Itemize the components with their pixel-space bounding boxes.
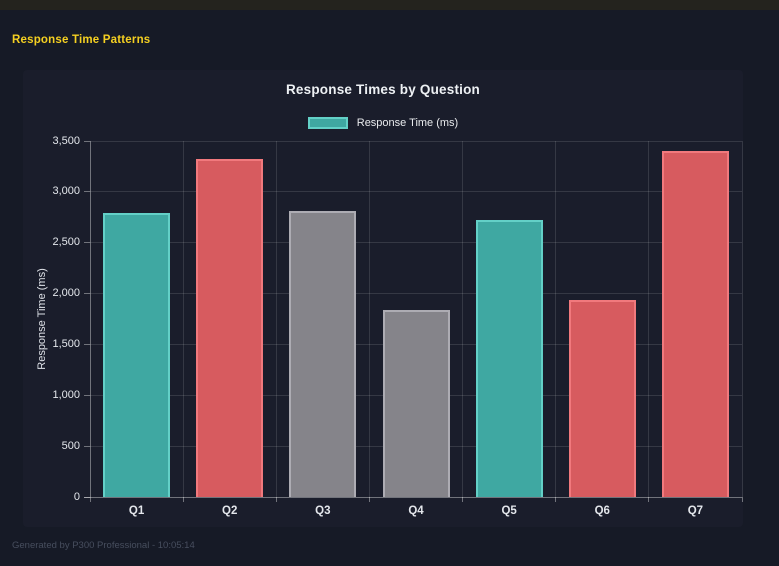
bar-q2	[196, 159, 264, 497]
x-gridline	[275, 141, 277, 497]
x-gridline	[368, 141, 370, 497]
x-tick-label: Q7	[687, 505, 704, 517]
y-axis-tick	[84, 394, 90, 396]
bar-q7	[661, 151, 729, 497]
bar-q5	[475, 220, 543, 497]
y-tick-label: 500	[61, 439, 80, 452]
x-tick-label: Q1	[128, 505, 145, 517]
x-axis-tick	[648, 497, 650, 502]
plot-area: 0 500 1,000 1,500 2,000 2,500 3,000 3,500 Q1 Q2 Q3…	[52, 135, 743, 517]
x-gridline	[182, 141, 184, 497]
y-axis-line	[89, 141, 91, 502]
bar-q3	[289, 211, 357, 497]
y-tick-label: 1,500	[52, 337, 80, 350]
y-tick-label: 3,500	[52, 134, 80, 147]
x-gridline	[555, 141, 557, 497]
x-axis-tick	[182, 497, 184, 502]
footer-text: Generated by P300 Professional - 10:05:1…	[12, 540, 195, 551]
x-axis-line	[84, 496, 742, 498]
bar-q4	[382, 309, 450, 497]
x-tick-label: Q6	[594, 505, 610, 517]
x-axis-tick	[275, 497, 277, 502]
y-gridline	[90, 242, 742, 244]
chart-legend: Response Time (ms)	[23, 117, 743, 129]
y-axis-title: Response Time (ms)	[36, 268, 48, 370]
legend-swatch	[307, 117, 348, 129]
y-tick-label: 2,000	[52, 287, 80, 300]
x-gridline	[648, 141, 650, 497]
x-tick-label: Q4	[408, 505, 424, 517]
x-tick-label: Q2	[222, 505, 238, 517]
y-axis-tick	[84, 445, 90, 447]
y-tick-label: 3,000	[52, 185, 80, 198]
page-title: Response Time Patterns	[12, 34, 151, 46]
chart-panel: Response Times by Question Response Time…	[23, 70, 743, 527]
y-tick-label: 0	[73, 490, 80, 503]
window-top-strip	[0, 0, 779, 10]
x-axis-tick	[555, 497, 557, 502]
y-tick-label: 1,000	[52, 388, 80, 401]
x-gridline	[741, 141, 743, 497]
x-tick-label: Q5	[501, 505, 517, 517]
y-axis-tick	[84, 343, 90, 345]
y-tick-label: 2,500	[52, 236, 80, 249]
y-axis-tick	[84, 242, 90, 244]
y-axis-tick	[84, 140, 90, 142]
x-axis-tick	[741, 497, 743, 502]
y-gridline	[90, 140, 742, 142]
y-gridline	[90, 191, 742, 193]
y-gridline	[90, 293, 742, 295]
x-gridline	[462, 141, 464, 497]
x-axis-tick	[462, 497, 464, 502]
x-axis-tick	[368, 497, 370, 502]
y-axis-tick	[84, 496, 90, 498]
bar-q1	[103, 213, 171, 497]
legend-label: Response Time (ms)	[356, 117, 459, 129]
chart-title: Response Times by Question	[285, 82, 480, 97]
y-axis-tick	[84, 293, 90, 295]
y-axis-tick	[84, 191, 90, 193]
bar-q6	[568, 299, 636, 497]
x-tick-label: Q3	[315, 505, 331, 517]
